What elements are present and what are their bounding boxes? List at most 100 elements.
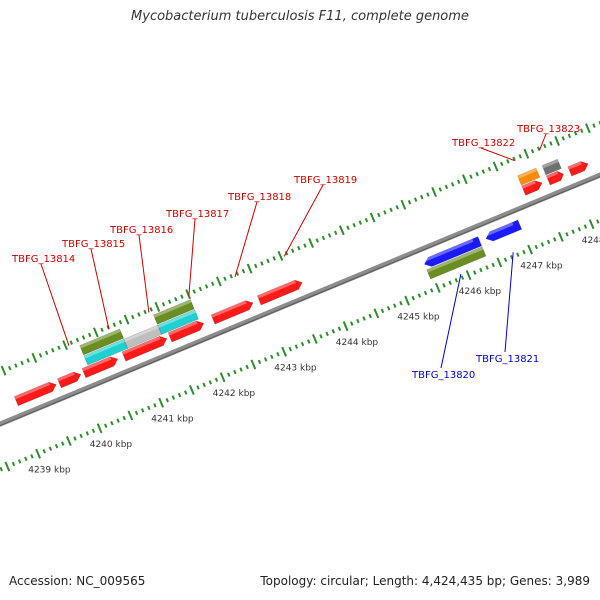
- gene-feature[interactable]: [13, 380, 58, 407]
- tick-mark-forward: [254, 263, 258, 269]
- gene-feature[interactable]: [545, 169, 565, 186]
- gene-highlight: [168, 320, 198, 336]
- tick-mark-reverse: [393, 303, 397, 308]
- tick-mark-reverse: [423, 290, 428, 296]
- gene-label-leader: [188, 218, 196, 296]
- tick-mark-forward: [0, 365, 7, 376]
- gene-arrow: [167, 320, 205, 343]
- gene-label-leader: [283, 184, 324, 257]
- tick-mark-forward: [383, 210, 387, 215]
- tick-mark-reverse: [540, 242, 545, 247]
- tick-mark-reverse: [294, 344, 299, 349]
- tick-mark-forward: [462, 174, 468, 185]
- gene-highlight: [426, 246, 484, 273]
- gene-feature[interactable]: [210, 298, 255, 325]
- gene-arrow: [423, 236, 483, 267]
- tick-mark-forward: [475, 171, 479, 177]
- gene-highlight: [153, 299, 192, 318]
- tick-mark-forward: [554, 135, 560, 146]
- tick-mark-forward: [123, 314, 130, 325]
- gene-arrow: [541, 158, 562, 176]
- tick-mark-forward: [81, 335, 86, 340]
- tick-mark-reverse: [399, 300, 403, 306]
- tick-mark-reverse: [565, 232, 569, 237]
- tick-mark-forward: [88, 332, 92, 338]
- tick-mark-reverse: [368, 313, 372, 319]
- gene-arrow: [79, 328, 124, 356]
- gene-highlight: [121, 336, 161, 355]
- tick-mark-forward: [358, 220, 362, 225]
- tick-mark-reverse: [546, 239, 551, 245]
- tick-mark-forward: [444, 184, 449, 190]
- tick-mark-reverse: [147, 405, 151, 411]
- tick-mark-forward: [395, 205, 399, 210]
- gene-label: TBFG_13819: [293, 175, 357, 186]
- gene-feature[interactable]: [426, 246, 487, 280]
- tick-mark-forward: [131, 314, 135, 320]
- tick-mark-forward: [334, 230, 338, 236]
- tick-mark-reverse: [165, 397, 169, 403]
- gene-highlight: [81, 356, 112, 372]
- map-title: Mycobacterium tuberculosis F11, complete…: [131, 9, 469, 24]
- tick-mark-forward: [161, 302, 166, 307]
- gene-feature[interactable]: [153, 299, 195, 325]
- tick-mark-forward: [260, 261, 264, 266]
- scale-label: 4242 kbp: [213, 389, 256, 399]
- accession-text: Accession: NC_009565: [9, 574, 146, 588]
- tick-mark-forward: [75, 337, 80, 343]
- tick-mark-forward: [20, 360, 24, 366]
- tick-mark-reverse: [270, 354, 274, 360]
- tick-mark-forward: [290, 248, 295, 253]
- tick-mark-forward: [297, 245, 301, 251]
- tick-mark-forward: [44, 350, 49, 356]
- tick-mark-reverse: [465, 270, 472, 281]
- tick-mark-reverse: [196, 385, 200, 390]
- scale-label: 4245 kbp: [397, 312, 440, 322]
- gene-feature[interactable]: [517, 167, 541, 186]
- gene-label: TBFG_13821: [475, 354, 539, 365]
- tick-mark-forward: [346, 225, 350, 230]
- tick-mark-forward: [420, 194, 424, 200]
- gene-feature[interactable]: [79, 328, 124, 356]
- gene-highlight: [57, 372, 75, 382]
- tick-mark-reverse: [73, 436, 77, 441]
- gene-feature[interactable]: [521, 178, 544, 196]
- gene-feature[interactable]: [81, 354, 120, 379]
- tick-mark-forward: [400, 199, 407, 210]
- tick-mark-reverse: [571, 229, 575, 234]
- tick-mark-reverse: [177, 392, 182, 398]
- gene-feature[interactable]: [484, 219, 523, 243]
- tick-mark-reverse: [171, 395, 176, 400]
- gene-feature[interactable]: [167, 319, 206, 343]
- gene-label-leader: [480, 147, 515, 162]
- tick-mark-forward: [62, 340, 68, 351]
- gene-highlight: [123, 325, 159, 342]
- gene-feature[interactable]: [422, 236, 483, 269]
- tick-mark-reverse: [460, 275, 465, 280]
- gene-feature[interactable]: [256, 278, 304, 306]
- gene-highlight: [546, 171, 559, 179]
- tick-mark-reverse: [509, 255, 514, 260]
- gene-feature[interactable]: [56, 370, 82, 389]
- tick-mark-forward: [457, 179, 461, 185]
- gene-feature[interactable]: [567, 159, 590, 177]
- gene-feature[interactable]: [123, 324, 162, 349]
- gene-highlight: [157, 309, 196, 328]
- gene-label: TBFG_13820: [411, 370, 475, 381]
- gene-highlight: [79, 328, 121, 349]
- tick-mark-forward: [198, 286, 203, 292]
- genome-stats-text: Topology: circular; Length: 4,424,435 bp…: [260, 574, 590, 588]
- gene-feature[interactable]: [541, 158, 562, 176]
- gene-feature[interactable]: [121, 334, 169, 362]
- tick-mark-forward: [69, 340, 73, 345]
- tick-mark-reverse: [516, 252, 520, 257]
- tick-mark-forward: [339, 225, 345, 236]
- tick-mark-forward: [567, 133, 572, 139]
- tick-mark-reverse: [122, 415, 126, 421]
- gene-label-leader: [234, 201, 258, 277]
- tick-mark-reverse: [276, 352, 280, 357]
- gene-highlight: [542, 159, 559, 169]
- tick-mark-forward: [426, 192, 430, 197]
- tick-mark-reverse: [448, 280, 452, 286]
